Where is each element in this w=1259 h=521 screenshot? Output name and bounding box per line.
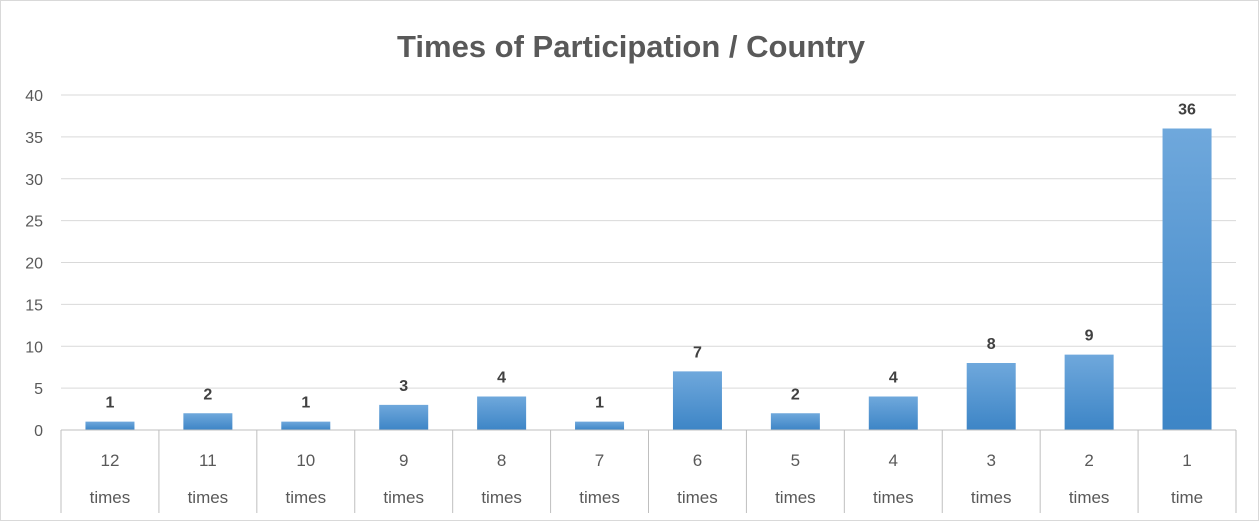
- bar: [868, 396, 918, 430]
- y-tick-label: 40: [25, 88, 43, 105]
- y-tick-label: 25: [25, 214, 43, 231]
- x-tick-number: 4: [889, 451, 898, 470]
- bar: [672, 371, 722, 430]
- x-tick-unit: times: [873, 488, 914, 507]
- data-label: 1: [106, 395, 115, 412]
- data-label: 2: [791, 386, 800, 403]
- data-labels: 1 2 1 3 4 1 7 2 4 8 9 36: [106, 102, 1197, 412]
- x-tick-number: 9: [399, 451, 408, 470]
- x-tick-unit: times: [285, 488, 326, 507]
- data-label: 1: [595, 395, 604, 412]
- data-label: 4: [889, 370, 898, 387]
- data-label: 36: [1178, 102, 1196, 119]
- gridlines: [61, 94, 1236, 389]
- bar: [85, 421, 135, 430]
- bar: [1064, 354, 1114, 430]
- chart-title: Times of Participation / Country: [397, 29, 866, 64]
- x-tick-unit: times: [579, 488, 620, 507]
- bar: [379, 404, 429, 430]
- x-tick-unit: times: [188, 488, 229, 507]
- bar: [966, 363, 1016, 430]
- y-tick-label: 10: [25, 339, 43, 356]
- data-label: 2: [203, 386, 212, 403]
- x-tick-unit: times: [775, 488, 816, 507]
- bar: [770, 413, 820, 430]
- y-tick-label: 20: [25, 256, 43, 273]
- data-label: 3: [399, 378, 408, 395]
- x-tick-unit: times: [677, 488, 718, 507]
- data-label: 7: [693, 344, 702, 361]
- x-tick-number: 2: [1084, 451, 1093, 470]
- x-tick-number: 1: [1182, 451, 1191, 470]
- data-label: 8: [987, 336, 996, 353]
- x-tick-unit: time: [1171, 488, 1203, 507]
- bar: [1162, 128, 1212, 430]
- data-label: 1: [301, 395, 310, 412]
- x-tick-number: 8: [497, 451, 506, 470]
- y-tick-label: 30: [25, 172, 43, 189]
- x-tick-number: 5: [791, 451, 800, 470]
- bar: [477, 396, 527, 430]
- x-tick-number: 12: [100, 451, 119, 470]
- x-tick-unit: times: [1069, 488, 1110, 507]
- data-label: 9: [1085, 328, 1094, 345]
- data-label: 4: [497, 370, 506, 387]
- bars: [85, 128, 1212, 430]
- y-tick-label: 15: [25, 297, 43, 314]
- y-tick-label: 0: [34, 423, 43, 440]
- bar: [575, 421, 625, 430]
- x-tick-unit: times: [383, 488, 424, 507]
- x-tick-number: 6: [693, 451, 702, 470]
- y-tick-label: 35: [25, 130, 43, 147]
- y-axis-ticks: 0 5 10 15 20 25 30 35 40: [25, 88, 43, 440]
- x-tick-number: 7: [595, 451, 604, 470]
- x-tick-unit: times: [90, 488, 131, 507]
- y-tick-label: 5: [34, 381, 43, 398]
- x-tick-number: 11: [199, 451, 217, 470]
- bar: [183, 413, 233, 430]
- x-axis: 12times11times10times9times8times7times6…: [60, 429, 1237, 513]
- x-tick-number: 3: [986, 451, 995, 470]
- x-tick-number: 10: [296, 451, 315, 470]
- x-tick-unit: times: [971, 488, 1012, 507]
- x-tick-unit: times: [481, 488, 522, 507]
- bar: [281, 421, 331, 430]
